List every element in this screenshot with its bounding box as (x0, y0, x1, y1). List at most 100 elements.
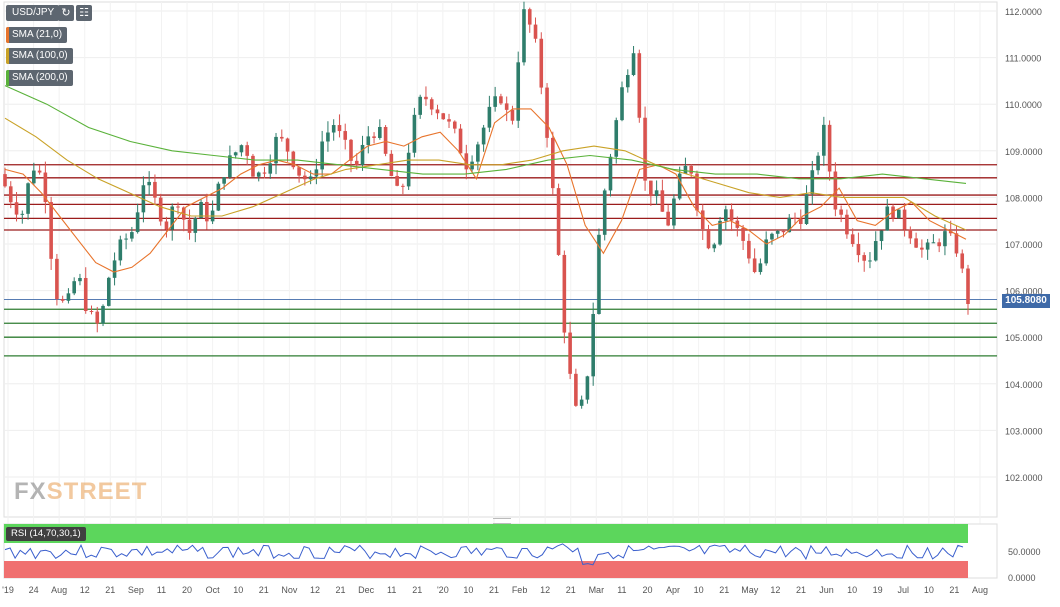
pane-resize-handle[interactable] (493, 518, 511, 524)
candle-body (395, 175, 399, 186)
refresh-icon[interactable]: ↻ (58, 5, 74, 21)
y-tick-label: 109.0000 (1005, 147, 1043, 157)
x-tick-label: 12 (80, 585, 90, 595)
sma-200-line (4, 85, 967, 184)
candle-body (798, 218, 803, 225)
candle-body (522, 9, 526, 63)
candle-body (504, 103, 509, 110)
y-tick-label: 106.0000 (1005, 287, 1043, 297)
candle-body (372, 136, 376, 138)
candle-body (781, 230, 786, 233)
candle-body (729, 209, 734, 221)
candle-body (920, 247, 924, 250)
candle-body (66, 293, 71, 301)
candle-body (943, 231, 947, 247)
x-tick-label: 12 (540, 585, 550, 595)
x-tick-label: Aug (51, 585, 67, 595)
candle-body (106, 277, 111, 306)
candle-body (862, 255, 867, 261)
plot-area (3, 1, 998, 518)
candle-body (470, 161, 474, 170)
candle-body (441, 113, 446, 120)
rsi-oversold-zone (4, 561, 968, 578)
candle-body (810, 170, 815, 195)
y-tick-label: 104.0000 (1005, 380, 1043, 390)
candle-body (245, 145, 249, 156)
symbol-label[interactable]: USD/JPY (6, 5, 60, 21)
x-tick-label: Apr (666, 585, 680, 595)
x-tick-label: 21 (566, 585, 576, 595)
candle-body (954, 233, 959, 254)
candle-body (856, 244, 861, 256)
candle-body (147, 181, 151, 186)
candle-body (83, 277, 88, 312)
x-tick-label: Jun (819, 585, 834, 595)
candle-body (378, 126, 382, 138)
candle-body (718, 220, 722, 245)
candle-body (539, 38, 544, 88)
rsi-indicator-label[interactable]: RSI (14,70,30,1) (6, 527, 86, 541)
x-tick-label: 21 (259, 585, 269, 595)
candle-body (205, 202, 209, 222)
candle-body (625, 74, 630, 88)
x-tick-label: 10 (463, 585, 473, 595)
x-tick-label: Aug (972, 585, 988, 595)
candle-body (452, 121, 457, 129)
candle-body (112, 260, 117, 278)
candle-body (931, 242, 936, 244)
y-tick-label: 111.0000 (1005, 54, 1041, 64)
candle-body (216, 183, 221, 211)
candle-body (925, 242, 930, 250)
candle-body (804, 194, 809, 225)
candle-body (764, 239, 768, 264)
candle-body (95, 311, 100, 324)
candle-body (568, 332, 572, 374)
x-tick-label: 21 (949, 585, 959, 595)
candle-body (787, 217, 792, 233)
x-tick-label: 21 (489, 585, 499, 595)
calendar-icon[interactable]: ☷ (76, 5, 92, 21)
candle-body (354, 160, 359, 166)
candle-body (49, 202, 53, 259)
indicator-sma21[interactable]: SMA (21,0) (6, 27, 68, 43)
candle-body (510, 109, 515, 121)
y-tick-label: 105.0000 (1005, 333, 1043, 343)
candle-body (37, 170, 42, 173)
x-tick-label: May (741, 585, 759, 595)
sma-21-line (4, 108, 967, 273)
candle-body (464, 153, 469, 170)
x-tick-label: '19 (2, 585, 14, 595)
candle-body (55, 258, 59, 299)
candle-body (349, 139, 353, 161)
candle-body (239, 145, 244, 153)
candle-body (447, 119, 451, 122)
candle-body (695, 173, 699, 211)
candle-body (274, 136, 278, 164)
candle-body (20, 213, 25, 215)
candle-body (331, 125, 336, 133)
candle-body (72, 281, 76, 294)
indicator-sma100[interactable]: SMA (100,0) (6, 48, 73, 64)
x-tick-label: 21 (336, 585, 346, 595)
indicator-sma200[interactable]: SMA (200,0) (6, 70, 73, 86)
candle-body (839, 209, 843, 215)
candle-body (418, 96, 422, 115)
candle-body (885, 206, 890, 231)
candle-body (481, 127, 486, 145)
candle-body (677, 173, 682, 199)
x-tick-label: Jul (898, 585, 910, 595)
candle-body (966, 268, 970, 305)
candle-body (937, 242, 941, 247)
candle-body (297, 167, 301, 176)
candle-body (660, 190, 665, 212)
candle-body (360, 144, 365, 166)
candle-body (268, 163, 273, 174)
candle-body (89, 311, 94, 313)
x-tick-label: Dec (358, 585, 375, 595)
x-tick-label: 21 (412, 585, 422, 595)
candle-body (833, 171, 838, 210)
candle-body (458, 128, 463, 154)
candle-body (401, 185, 405, 187)
candle-body (897, 209, 901, 219)
x-tick-label: 11 (157, 585, 166, 595)
